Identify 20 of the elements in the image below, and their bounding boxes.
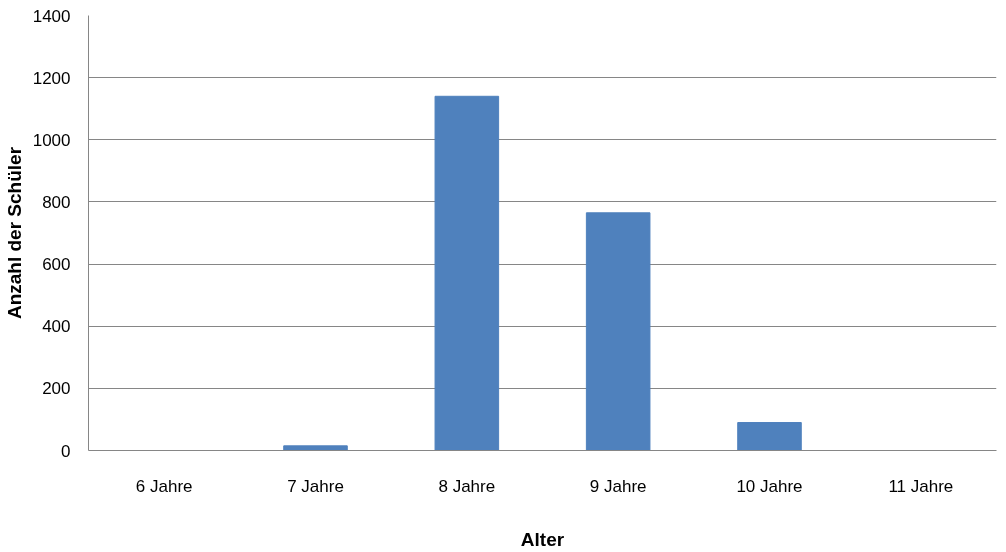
bar xyxy=(283,445,348,451)
y-tick-label: 1200 xyxy=(32,68,71,88)
x-tick-label: 9 Jahre xyxy=(589,476,647,496)
y-tick-label: 200 xyxy=(42,379,71,399)
x-tick-label: 11 Jahre xyxy=(888,476,954,496)
x-tick-label: 7 Jahre xyxy=(287,476,344,496)
y-tick-label: 800 xyxy=(42,192,71,212)
x-tick-label: 10 Jahre xyxy=(736,476,803,496)
bar xyxy=(585,212,651,451)
x-axis-title: Alter xyxy=(520,528,565,550)
bar xyxy=(737,422,802,451)
y-axis-title: Anzahl der Schüler xyxy=(3,146,25,320)
x-tick-label: 6 Jahre xyxy=(135,476,193,496)
y-tick-label: 600 xyxy=(42,255,71,275)
bar xyxy=(434,95,500,451)
y-tick-label: 1000 xyxy=(32,130,71,150)
y-tick-label: 1400 xyxy=(32,6,71,26)
y-tick-label: 400 xyxy=(42,317,71,337)
x-tick-label: 8 Jahre xyxy=(438,476,496,496)
y-tick-label: 0 xyxy=(61,441,71,461)
